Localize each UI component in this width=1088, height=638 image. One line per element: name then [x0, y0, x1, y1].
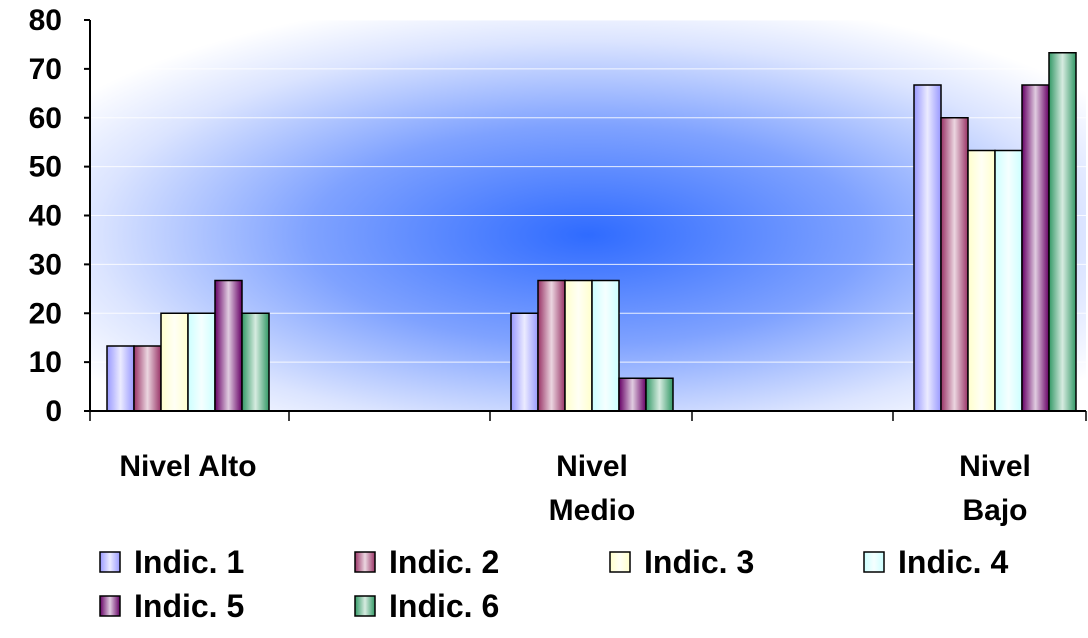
legend-item: Indic. 3: [609, 544, 754, 580]
legend-label: Indic. 6: [389, 588, 499, 624]
legend-swatch: [354, 595, 376, 617]
bars: [106, 51, 1077, 412]
legend-item: Indic. 1: [99, 544, 244, 580]
bar-5-cat-3: [1021, 84, 1050, 412]
y-tick-label: 30: [29, 248, 62, 281]
legend-item: Indic. 6: [354, 588, 499, 624]
bar-4-cat-2: [591, 279, 620, 412]
legend-label: Indic. 3: [644, 544, 754, 580]
bar-2-cat-3: [940, 117, 969, 412]
bar-1-cat-3: [913, 84, 942, 412]
category-labels: Nivel Alto Nivel Medio Nivel Bajo: [119, 450, 1030, 527]
bar-6-cat-3: [1048, 51, 1077, 412]
category-label-line: Bajo: [962, 494, 1027, 527]
bar-4-cat-3: [994, 149, 1023, 412]
bar-4-cat-1: [187, 312, 216, 412]
bar-2-cat-1: [133, 345, 162, 412]
legend-label: Indic. 5: [134, 588, 244, 624]
category-label-line: Nivel: [556, 450, 628, 483]
category-label-line: Nivel Alto: [119, 450, 256, 483]
bar-2-cat-2: [537, 279, 566, 412]
bar-1-cat-2: [510, 312, 539, 412]
legend: Indic. 1 Indic. 2 Indic. 3 Indic. 4 Indic. 5…: [99, 544, 1008, 624]
legend-label: Indic. 1: [134, 544, 244, 580]
legend-swatch: [354, 551, 376, 573]
y-tick-label: 80: [29, 4, 62, 37]
legend-swatch: [863, 551, 885, 573]
legend-swatch: [609, 551, 631, 573]
y-tick-label: 40: [29, 200, 62, 233]
legend-item: Indic. 2: [354, 544, 499, 580]
category-label-line: Medio: [549, 494, 636, 527]
bar-1-cat-1: [106, 345, 135, 412]
y-tick-labels: 0 10 20 30 40 50 60 70 80: [29, 4, 62, 428]
bar-3-cat-3: [967, 149, 996, 412]
category-label-line: Nivel: [959, 450, 1031, 483]
bar-6-cat-2: [645, 377, 674, 412]
legend-swatch: [99, 551, 121, 573]
legend-swatch: [99, 595, 121, 617]
y-tick-label: 70: [29, 53, 62, 86]
legend-item: Indic. 4: [863, 544, 1008, 580]
y-tick-label: 0: [45, 395, 62, 428]
bar-3-cat-1: [160, 312, 189, 412]
axes: [84, 19, 1087, 421]
bar-5-cat-1: [214, 279, 243, 412]
category-label: Nivel Bajo: [959, 450, 1031, 527]
bar-3-cat-2: [564, 279, 593, 412]
y-tick-label: 20: [29, 297, 62, 330]
bar-5-cat-2: [618, 377, 647, 412]
category-label: Nivel Medio: [549, 450, 636, 527]
legend-item: Indic. 5: [99, 588, 244, 624]
y-tick-label: 10: [29, 346, 62, 379]
legend-label: Indic. 4: [898, 544, 1008, 580]
legend-label: Indic. 2: [389, 544, 499, 580]
y-tick-label: 60: [29, 102, 62, 135]
category-label: Nivel Alto: [119, 450, 256, 483]
bar-6-cat-1: [241, 312, 270, 412]
y-tick-label: 50: [29, 151, 62, 184]
